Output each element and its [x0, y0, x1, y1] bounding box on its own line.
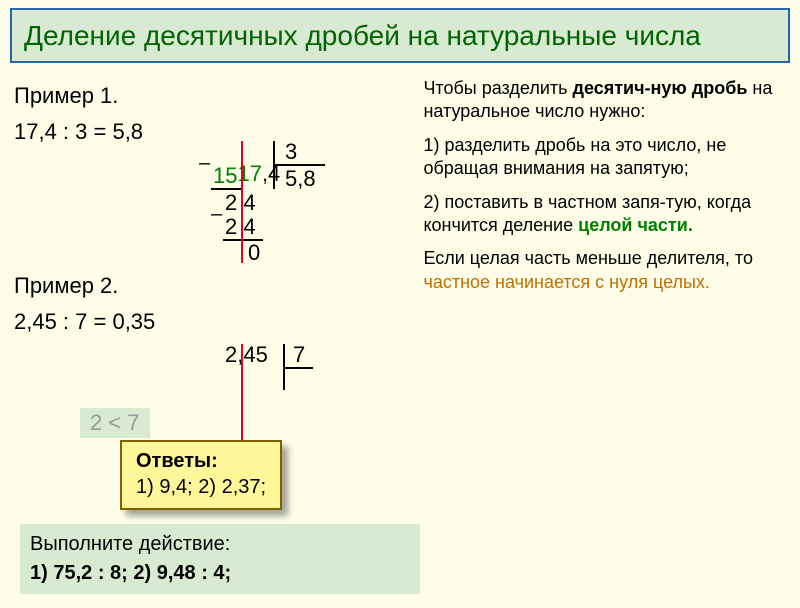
ld1-step3-rem: 0 [248, 242, 260, 264]
rule-2: 2) поставить в частном запя-тую, когда к… [423, 191, 786, 238]
task-box: Выполните действие: 1) 75,2 : 8; 2) 9,48… [20, 524, 420, 594]
lesson-title: Деление десятичных дробей на натуральные… [10, 8, 790, 63]
content-columns: Пример 1. 17,4 : 3 = 5,8 Пример 2. 2,45 … [0, 77, 800, 335]
hline-icon [283, 367, 313, 369]
answers-items: 1) 9,4; 2) 2,37; [136, 474, 266, 500]
red-comma-line-icon [241, 344, 243, 440]
ld1-quotient: 5,8 [285, 168, 316, 190]
answers-callout: Ответы: 1) 9,4; 2) 2,37; [120, 440, 282, 510]
task-items: 1) 75,2 : 8; 2) 9,48 : 4; [30, 559, 410, 588]
rule-3: Если целая часть меньше делителя, то час… [423, 247, 786, 294]
ld1-divisor: 3 [285, 141, 297, 163]
minus-icon: – [199, 152, 210, 175]
ld2-compare: 2 < 7 [80, 408, 150, 438]
rule-intro: Чтобы разделить десятич-ную дробь на нат… [423, 77, 786, 124]
hline-icon [273, 164, 325, 166]
answers-label: Ответы: [136, 448, 266, 474]
rule-1: 1) разделить дробь на это число, не обра… [423, 134, 786, 181]
ld2-dividend: 2,45 [225, 344, 268, 366]
example2-expr: 2,45 : 7 = 0,35 [14, 309, 415, 335]
example1-label: Пример 1. [14, 83, 415, 109]
ld2-divisor: 7 [293, 344, 305, 366]
task-label: Выполните действие: [30, 530, 410, 559]
example2-label: Пример 2. [14, 273, 415, 299]
ld1-step1-sub: 15 [213, 165, 237, 187]
red-comma-line-icon [241, 141, 243, 263]
minus-icon: – [211, 203, 222, 226]
right-column: Чтобы разделить десятич-ную дробь на нат… [415, 77, 786, 335]
